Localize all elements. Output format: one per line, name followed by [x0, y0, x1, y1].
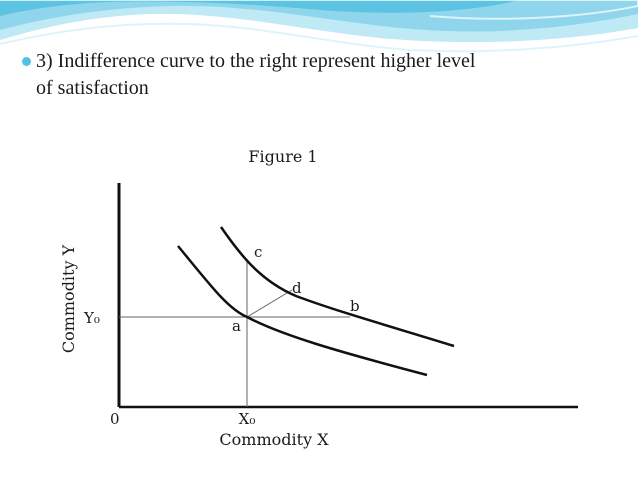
indifference-curve-higher	[219, 226, 455, 348]
bullet-icon	[22, 57, 31, 66]
point-label-b: b	[350, 297, 360, 315]
indifference-curve-lower	[177, 245, 428, 377]
bullet-point: 3) Indifference curve to the right repre…	[22, 48, 622, 102]
bullet-text: 3) Indifference curve to the right repre…	[22, 48, 622, 102]
bullet-text-line2: of satisfaction	[36, 77, 149, 99]
indifference-curve-figure: Figure 1 c d b a Y₀ 0 X₀ Commodity X Com…	[36, 131, 606, 459]
origin-label: 0	[110, 410, 120, 428]
x0-label: X₀	[239, 410, 256, 428]
point-label-d: d	[292, 279, 302, 297]
y-axis-label: Commodity Y	[59, 244, 78, 353]
figure-svg: Figure 1 c d b a Y₀ 0 X₀ Commodity X Com…	[59, 147, 578, 449]
y0-label: Y₀	[83, 309, 100, 327]
figure-title: Figure 1	[248, 147, 317, 166]
bullet-text-line1: 3) Indifference curve to the right repre…	[36, 50, 476, 72]
point-label-a: a	[232, 317, 241, 335]
x-axis-label: Commodity X	[219, 430, 329, 449]
header-wave-decoration	[0, 0, 638, 53]
a-to-d-line	[246, 289, 293, 318]
point-label-c: c	[254, 243, 262, 261]
